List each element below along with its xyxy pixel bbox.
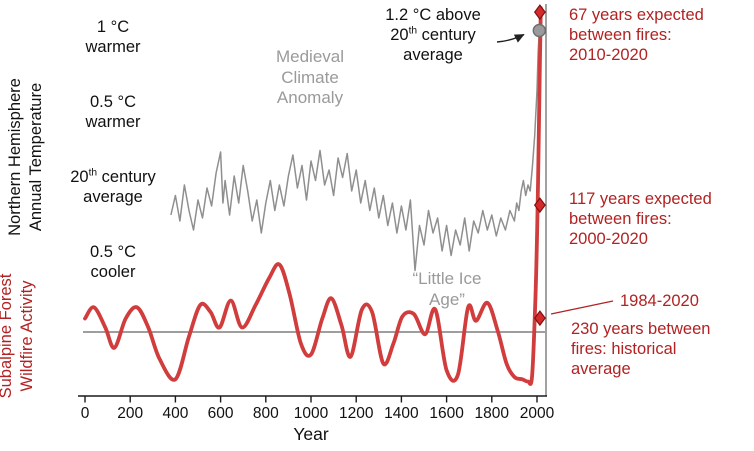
x-tick-label: 1000	[294, 405, 329, 422]
ytick-05c-cooler: 0.5 °C cooler	[89, 243, 137, 281]
wildfire-axis-title-line2: Wildfire Activity	[18, 280, 36, 392]
x-tick-label: 2000	[520, 405, 555, 422]
ytick-05c-warmer: 0.5 °C warmer	[85, 93, 141, 131]
wildfire-axis-title-line1: Subalpine Forest	[0, 273, 15, 399]
x-tick-label: 1200	[339, 405, 374, 422]
temperature-endpoint-dot	[532, 23, 546, 38]
annotation-arrow	[496, 33, 525, 43]
fire-interval-diamond	[533, 4, 546, 21]
ytick-1c-warmer: 1 °C warmer	[85, 18, 141, 56]
fire-interval-diamond	[533, 310, 546, 327]
x-tick-label: 800	[253, 405, 279, 422]
x-tick-label: 200	[117, 405, 143, 422]
annotation-fires-230-years: 230 years between fires: historical aver…	[571, 320, 711, 379]
fire-interval-diamond	[533, 197, 546, 214]
annotation-fires-1984-2020: 1984-2020	[620, 292, 699, 310]
x-axis-title: Year	[293, 424, 329, 444]
annotation-medieval-climate-anomaly: Medieval Climate Anomaly	[275, 47, 345, 108]
annotation-little-ice-age: “Little Ice Age”	[412, 269, 482, 309]
x-tick-label: 400	[162, 405, 188, 422]
annotation-temperature-peak: 1.2 °C above 20th century average	[385, 6, 481, 65]
temperature-line	[170, 30, 541, 272]
x-tick-label: 600	[208, 405, 234, 422]
x-tick-label: 0	[81, 405, 90, 422]
x-tick-label: 1600	[429, 405, 464, 422]
x-tick-label: 1800	[475, 405, 510, 422]
annotation-fires-117-years: 117 years expected between fires: 2000-2…	[569, 190, 712, 249]
annotation-connector	[550, 300, 614, 315]
annotation-fires-67-years: 67 years expected between fires: 2010-20…	[569, 6, 704, 65]
x-tick-label: 1400	[384, 405, 419, 422]
wildfire-axis-title: Subalpine Forest Wildfire Activity	[0, 251, 38, 421]
ytick-20th-century-average: 20th century average	[70, 167, 156, 206]
wildfire-line	[83, 6, 543, 386]
